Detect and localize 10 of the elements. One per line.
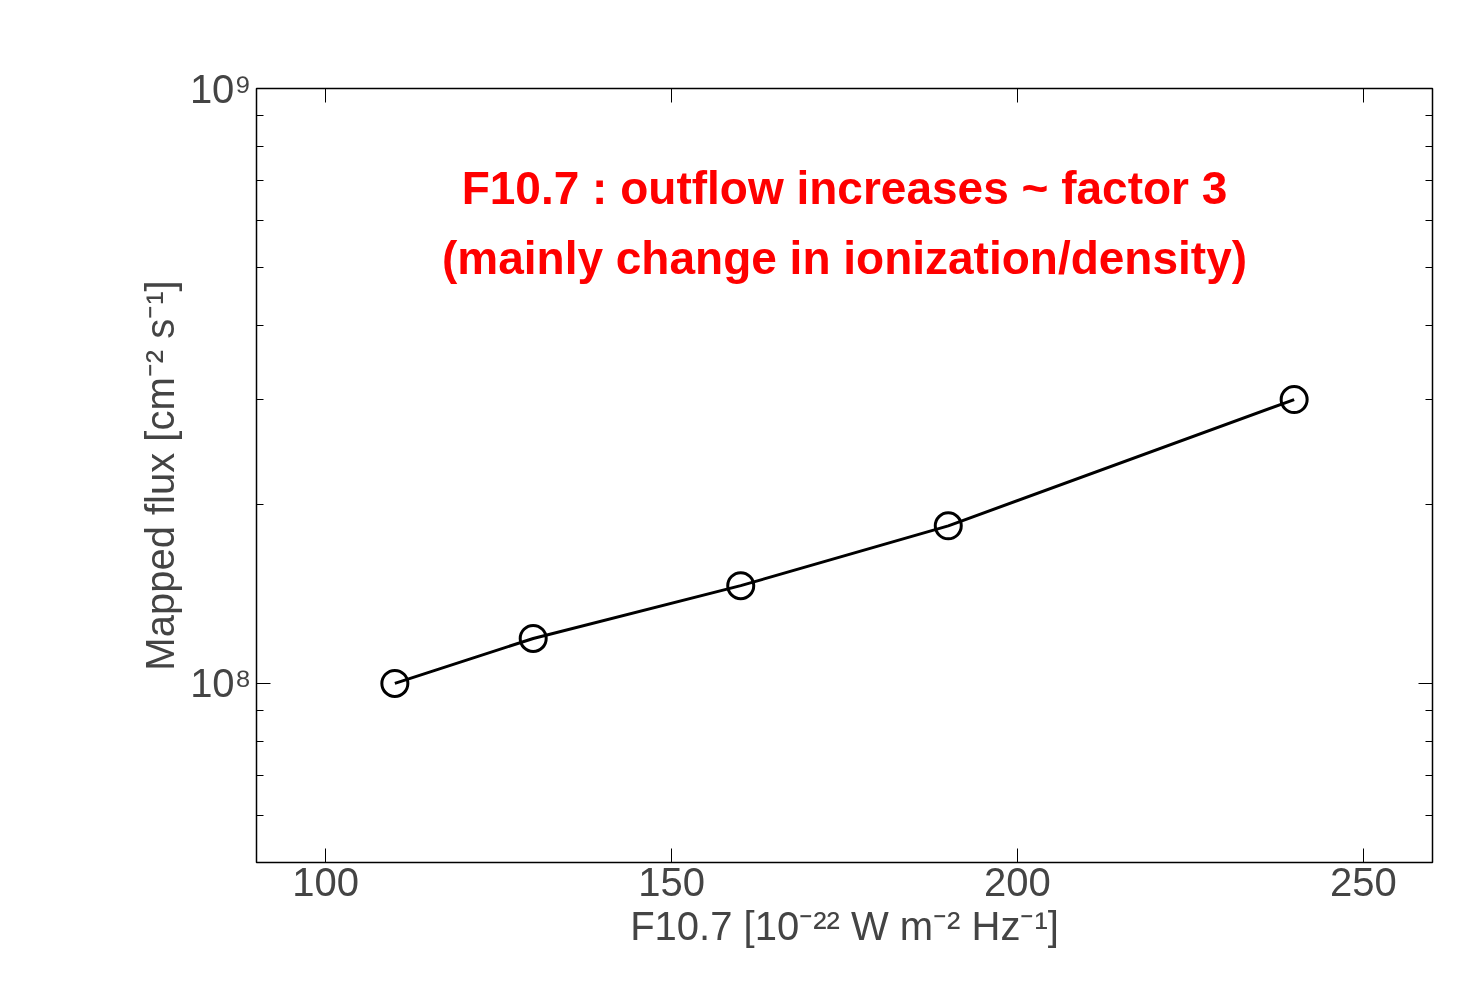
y-axis-title: Mapped flux [cm⁻² s⁻¹] bbox=[137, 280, 182, 671]
x-tick-label: 200 bbox=[984, 859, 1051, 904]
annotation: F10.7 : outflow increases ~ factor 3 bbox=[461, 161, 1228, 214]
x-tick-label: 250 bbox=[1329, 859, 1397, 904]
annotation: (mainly change in ionization/density) bbox=[441, 231, 1248, 284]
x-tick-label: 100 bbox=[292, 859, 360, 904]
x-tick-label: 150 bbox=[638, 859, 705, 904]
y-tick-label: 10⁸ bbox=[190, 661, 252, 706]
x-axis-title: F10.7 [10⁻²² W m⁻² Hz⁻¹] bbox=[630, 903, 1059, 948]
y-tick-label: 10⁹ bbox=[189, 66, 252, 111]
